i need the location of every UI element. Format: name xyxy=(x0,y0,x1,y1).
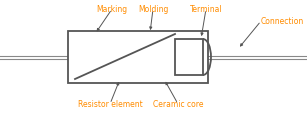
Text: Resistor element: Resistor element xyxy=(78,100,142,109)
Text: Molding: Molding xyxy=(138,5,168,14)
Bar xyxy=(68,32,208,83)
Text: Marking: Marking xyxy=(96,5,128,14)
Bar xyxy=(175,40,203,75)
Text: Ceramic core: Ceramic core xyxy=(153,100,203,109)
Text: Connection: Connection xyxy=(261,17,304,26)
Text: Terminal: Terminal xyxy=(190,5,222,14)
